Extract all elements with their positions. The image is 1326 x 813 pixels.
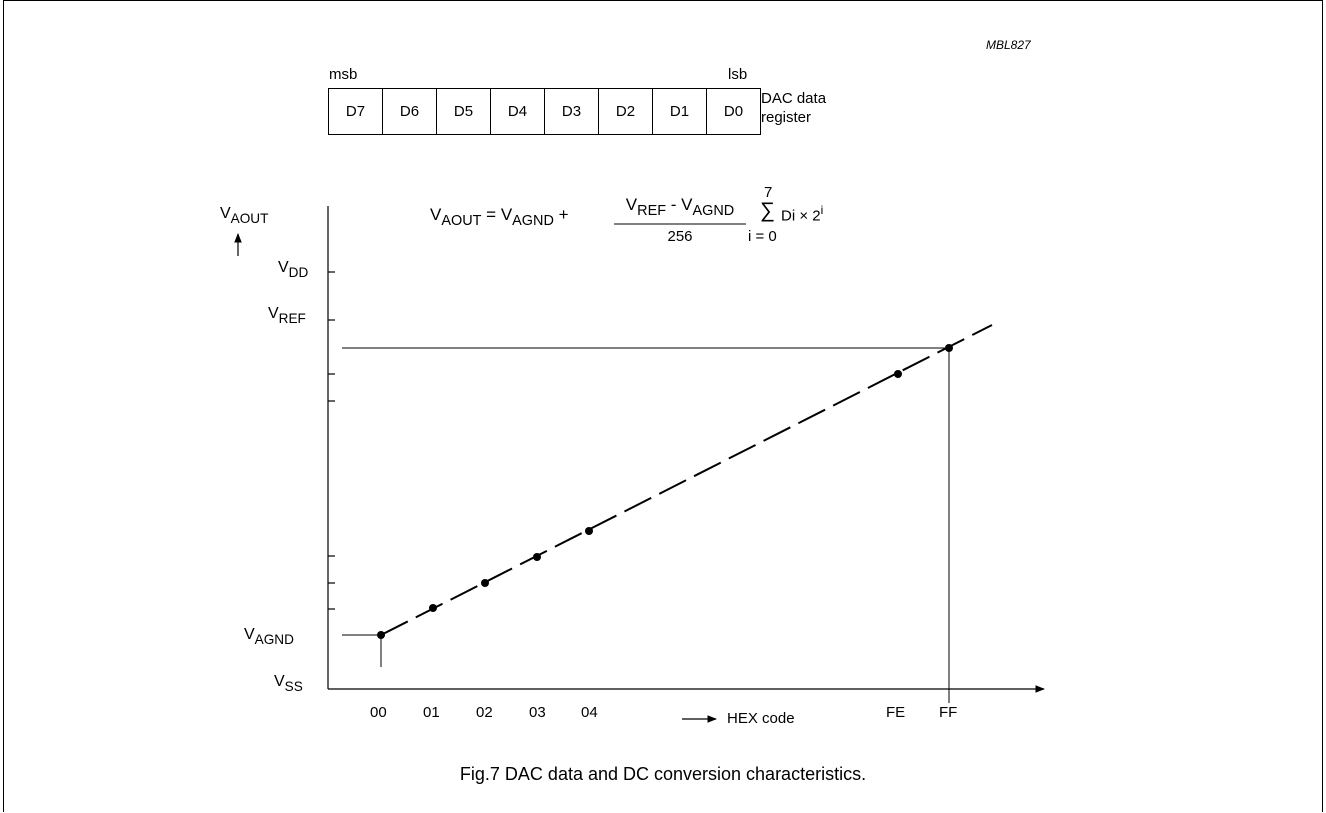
level-vref-main: V [268,305,279,322]
register-bit-d2: D2 [598,88,653,135]
level-vref-sub: REF [278,310,306,326]
x-axis-label: HEX code [727,710,795,727]
x-tick-04: 04 [581,704,598,721]
level-vss-sub: SS [284,678,303,694]
formula-vaout: V [430,205,442,224]
formula-equals: = [481,205,501,224]
register-name-line1: DAC data [761,90,827,107]
formula-sum-upper: 7 [764,184,773,201]
y-axis-label-sub: AOUT [230,210,269,226]
level-vss-main: V [274,673,285,690]
register-bit-d7: D7 [328,88,383,135]
dac-data-register: D7 D6 D5 D4 D3 D2 D1 D0 [328,88,761,135]
register-name: DAC data register [761,89,826,127]
level-vagnd-main: V [244,626,255,643]
y-axis-ticks [328,271,335,610]
level-vdd: VDD [278,259,308,280]
formula-num-vref-sub: REF [637,203,667,220]
y-axis-label: VAOUT [220,205,268,226]
y-axis-label-main: V [220,205,231,222]
level-vss: VSS [274,673,303,694]
formula-sum-lower: i = 0 [748,228,777,245]
formula-sum-symbol: ∑ [760,199,775,222]
point-01 [429,604,437,612]
register-bit-d1: D1 [652,88,707,135]
formula-num-vref: V [625,195,638,214]
formula-numerator: VREF - VAGND [614,195,746,219]
figure-frame [3,0,1323,812]
x-tick-02: 02 [476,704,493,721]
figure-caption: Fig.7 DAC data and DC conversion charact… [459,764,867,784]
formula-summand-base: Di × 2 [781,207,821,225]
point-04 [585,527,593,535]
lsb-label: lsb [728,66,748,83]
point-00 [377,631,385,639]
x-tick-00: 00 [370,704,387,721]
formula-summand: Di × 2i [781,203,823,225]
formula-summand-exp: i [820,203,824,217]
formula-denominator: 256 [667,228,693,245]
transfer-line [380,324,993,636]
level-vdd-main: V [278,259,289,276]
x-tick-fe: FE [886,704,906,721]
formula-lhs: VAOUT = VAGND + [430,205,573,229]
level-vagnd: VAGND [244,626,294,647]
formula-num-vagnd-sub: AGND [692,203,735,220]
formula-plus: + [553,205,574,224]
register-bit-d0: D0 [706,88,761,135]
point-03 [533,553,541,561]
figure-id: MBL827 [986,38,1031,52]
level-vdd-sub: DD [288,264,309,280]
formula-vaout-sub: AOUT [441,213,482,230]
level-vagnd-sub: AGND [254,631,294,647]
x-tick-01: 01 [423,704,440,721]
formula-num-vagnd: V [681,195,693,214]
x-tick-03: 03 [529,704,546,721]
formula-vagnd: V [500,205,513,224]
point-fe [894,370,902,378]
point-02 [481,579,489,587]
msb-label: msb [329,66,358,83]
point-ff [945,344,953,352]
x-tick-ff: FF [939,704,958,721]
register-name-line2: register [761,109,812,126]
level-vref: VREF [268,305,306,326]
formula-num-minus: - [666,195,682,214]
register-bit-d5: D5 [436,88,491,135]
formula-vagnd-sub: AGND [512,213,554,230]
